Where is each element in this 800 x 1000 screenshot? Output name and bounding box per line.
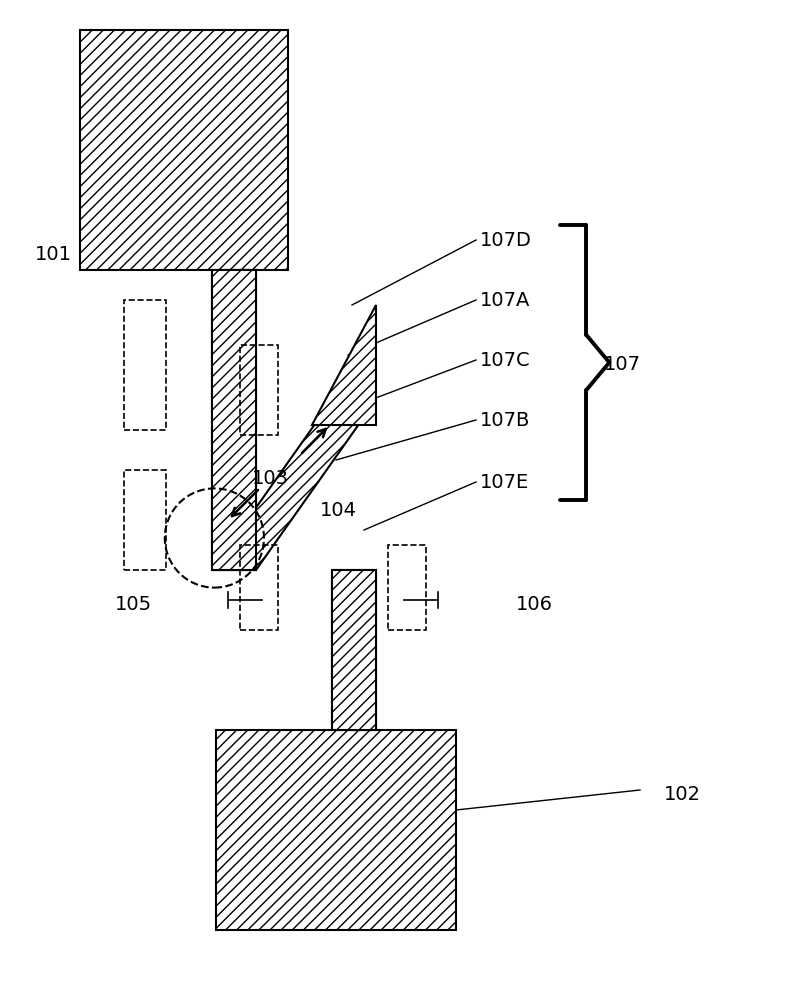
Bar [124,470,166,570]
Bar [332,570,376,730]
Bar [212,270,256,570]
Bar [216,730,456,930]
Text: 105: 105 [115,595,152,614]
Bar [124,300,166,430]
Bar [240,545,278,630]
Text: 107B: 107B [480,410,530,430]
Text: 107E: 107E [480,473,530,491]
Bar [240,345,278,435]
Bar [332,570,376,730]
Polygon shape [212,400,376,570]
Text: 107D: 107D [480,231,532,249]
Text: 107A: 107A [480,290,530,310]
Bar [212,270,256,570]
Bar [80,30,288,270]
Text: 106: 106 [516,595,553,614]
Bar [388,545,426,630]
Text: 107C: 107C [480,351,530,369]
Text: 101: 101 [35,245,72,264]
Text: 107: 107 [604,356,641,374]
Text: 104: 104 [320,500,357,520]
Text: 102: 102 [664,786,701,804]
Polygon shape [312,305,376,425]
Text: 103: 103 [252,468,289,488]
